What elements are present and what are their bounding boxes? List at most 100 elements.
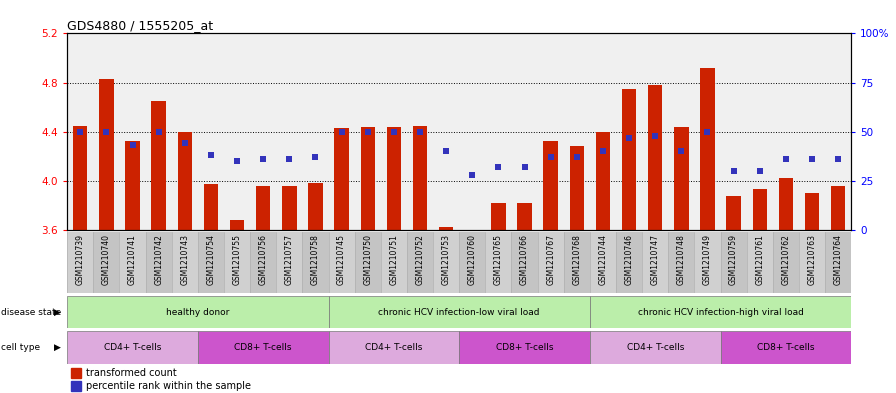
Bar <box>590 296 851 328</box>
Bar <box>805 193 819 230</box>
Bar <box>67 232 93 293</box>
Bar <box>701 68 715 230</box>
Bar <box>387 127 401 230</box>
Bar <box>203 184 218 230</box>
Bar <box>720 331 851 364</box>
Bar <box>459 331 590 364</box>
Text: GSM1210743: GSM1210743 <box>180 234 189 285</box>
Bar <box>720 232 746 293</box>
Bar <box>491 203 505 230</box>
Point <box>282 156 297 162</box>
Bar <box>622 89 636 230</box>
Bar <box>825 232 851 293</box>
Bar <box>276 232 302 293</box>
Point <box>308 154 323 160</box>
Bar <box>67 331 198 364</box>
Text: ▶: ▶ <box>54 308 61 316</box>
Point <box>465 172 479 178</box>
Bar <box>642 232 668 293</box>
Text: CD8+ T-cells: CD8+ T-cells <box>495 343 554 352</box>
Text: GSM1210755: GSM1210755 <box>233 234 242 285</box>
Bar <box>746 232 772 293</box>
Text: CD8+ T-cells: CD8+ T-cells <box>235 343 292 352</box>
Bar <box>590 331 720 364</box>
Text: GSM1210763: GSM1210763 <box>807 234 816 285</box>
Text: chronic HCV infection-low viral load: chronic HCV infection-low viral load <box>378 308 540 316</box>
Bar <box>753 189 767 230</box>
Point <box>334 129 349 135</box>
Text: GSM1210766: GSM1210766 <box>520 234 529 285</box>
Bar <box>439 228 453 230</box>
Point <box>517 164 531 170</box>
Text: chronic HCV infection-high viral load: chronic HCV infection-high viral load <box>638 308 804 316</box>
Bar <box>256 185 271 230</box>
Point <box>779 156 793 162</box>
Point <box>73 129 88 135</box>
Text: GSM1210749: GSM1210749 <box>703 234 712 285</box>
Text: percentile rank within the sample: percentile rank within the sample <box>86 381 251 391</box>
Bar <box>538 232 564 293</box>
Bar <box>486 232 512 293</box>
Bar <box>151 101 166 230</box>
Point <box>648 132 662 139</box>
Text: GSM1210764: GSM1210764 <box>833 234 842 285</box>
Text: GSM1210758: GSM1210758 <box>311 234 320 285</box>
Bar <box>329 232 355 293</box>
Bar <box>648 85 662 230</box>
Text: GSM1210757: GSM1210757 <box>285 234 294 285</box>
Bar <box>334 128 349 230</box>
Point <box>570 154 584 160</box>
Bar <box>230 220 245 230</box>
Point <box>727 168 741 174</box>
Bar <box>381 232 407 293</box>
Bar <box>71 368 82 378</box>
Bar <box>308 183 323 230</box>
Point <box>360 129 375 135</box>
Point <box>99 129 114 135</box>
Text: ▶: ▶ <box>54 343 61 352</box>
Bar <box>694 232 720 293</box>
Point <box>203 152 218 158</box>
Bar <box>831 185 845 230</box>
Text: CD4+ T-cells: CD4+ T-cells <box>626 343 684 352</box>
Point <box>439 148 453 154</box>
Bar <box>517 203 531 230</box>
Point <box>805 156 819 162</box>
Point <box>544 154 558 160</box>
Text: GSM1210756: GSM1210756 <box>259 234 268 285</box>
Point <box>622 134 636 141</box>
Bar <box>302 232 329 293</box>
Bar <box>99 79 114 230</box>
Text: GSM1210745: GSM1210745 <box>337 234 346 285</box>
Text: GSM1210761: GSM1210761 <box>755 234 764 285</box>
Point <box>413 129 427 135</box>
Text: GSM1210765: GSM1210765 <box>494 234 503 285</box>
Text: GSM1210747: GSM1210747 <box>650 234 659 285</box>
Text: GDS4880 / 1555205_at: GDS4880 / 1555205_at <box>67 19 213 32</box>
Bar <box>355 232 381 293</box>
Bar <box>71 381 82 391</box>
Bar <box>93 232 119 293</box>
Bar <box>67 296 329 328</box>
Bar <box>360 127 375 230</box>
Text: GSM1210740: GSM1210740 <box>102 234 111 285</box>
Bar <box>616 232 642 293</box>
Bar <box>145 232 172 293</box>
Bar <box>177 132 192 230</box>
Bar <box>512 232 538 293</box>
Bar <box>250 232 276 293</box>
Text: GSM1210741: GSM1210741 <box>128 234 137 285</box>
Text: GSM1210752: GSM1210752 <box>416 234 425 285</box>
Text: disease state: disease state <box>1 308 61 316</box>
Text: transformed count: transformed count <box>86 368 177 378</box>
Bar <box>433 232 459 293</box>
Point <box>230 158 245 164</box>
Point <box>387 129 401 135</box>
Bar <box>198 232 224 293</box>
Text: GSM1210751: GSM1210751 <box>390 234 399 285</box>
Point <box>125 142 140 149</box>
Text: cell type: cell type <box>1 343 40 352</box>
Point <box>674 148 688 154</box>
Text: GSM1210762: GSM1210762 <box>781 234 790 285</box>
Text: GSM1210746: GSM1210746 <box>625 234 633 285</box>
